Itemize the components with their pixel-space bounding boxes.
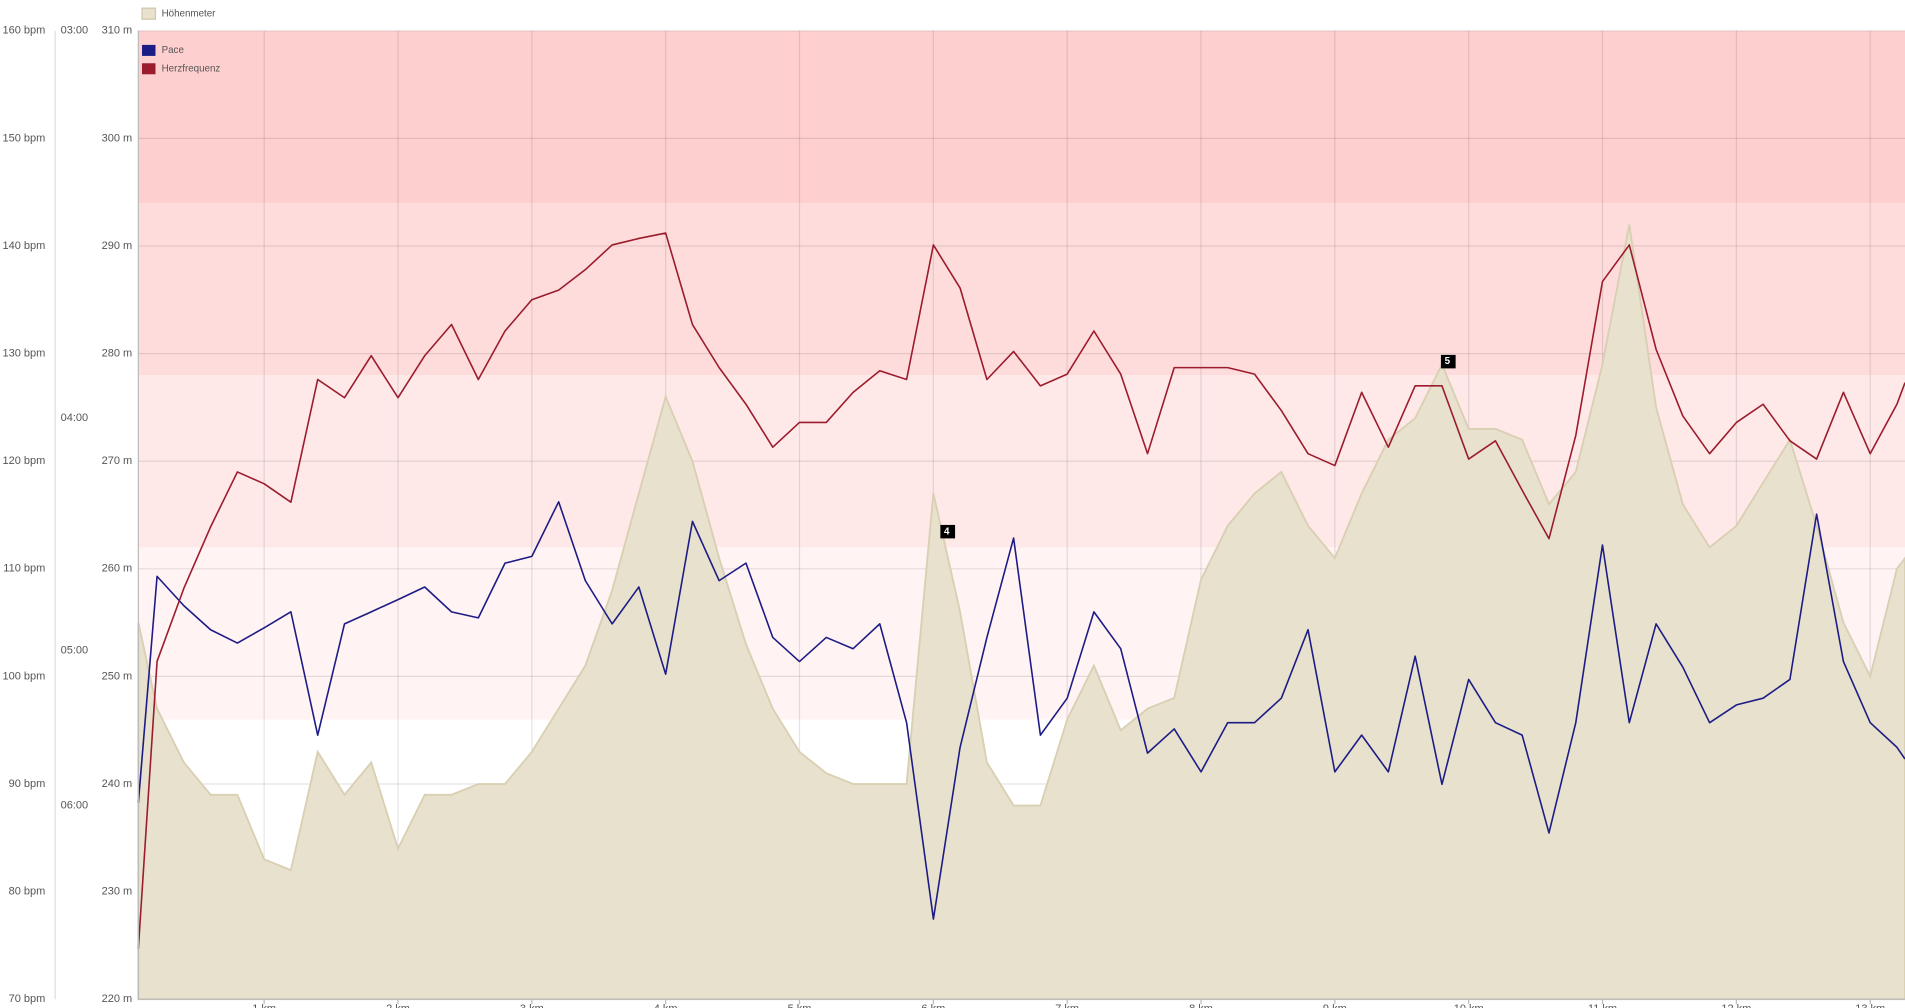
x-tick-label: 11 km [1588, 1003, 1617, 1008]
y3-tick-label: 220 m [102, 993, 133, 1005]
legend-swatch [142, 63, 156, 75]
lap-marker-label: 4 [944, 526, 950, 537]
x-tick-label: 1 km [252, 1003, 276, 1008]
x-tick-label: 7 km [1055, 1003, 1079, 1008]
x-tick-label: 8 km [1189, 1003, 1213, 1008]
legend-label: Höhenmeter [162, 8, 217, 19]
y-tick-label: 100 bpm [2, 670, 45, 682]
y-tick-label: 70 bpm [9, 993, 46, 1005]
lap-marker [940, 524, 956, 539]
y-tick-label: 150 bpm [2, 132, 45, 144]
y-tick-label: 80 bpm [9, 886, 46, 898]
x-tick-label: 13 km [1855, 1003, 1885, 1008]
y-tick-label: 110 bpm [3, 563, 45, 575]
pace-line [137, 501, 1905, 920]
legend-label: Pace [162, 45, 184, 56]
x-tick-label: 5 km [788, 1003, 812, 1008]
y2-tick-label: 04:00 [61, 412, 89, 424]
legend-swatch [141, 7, 157, 20]
x-tick-label: 4 km [654, 1003, 678, 1008]
y3-tick-label: 310 m [102, 25, 133, 37]
lap-marker [1440, 354, 1456, 369]
y3-tick-label: 280 m [102, 348, 133, 360]
y2-tick-label: 06:00 [61, 799, 89, 811]
x-tick-label: 6 km [921, 1003, 945, 1008]
y3-tick-label: 260 m [102, 563, 133, 575]
y3-tick-label: 230 m [102, 886, 133, 898]
x-tick-label: 3 km [520, 1003, 544, 1008]
y-tick-label: 90 bpm [9, 778, 46, 790]
heart-rate-zone [138, 30, 1905, 203]
y-tick-label: 130 bpm [2, 348, 45, 360]
y-tick-label: 140 bpm [2, 240, 45, 252]
y3-tick-label: 250 m [102, 670, 133, 682]
x-tick-label: 10 km [1454, 1003, 1484, 1008]
y2-tick-label: 05:00 [61, 645, 89, 657]
legend-swatch [142, 44, 156, 56]
x-tick-label: 9 km [1323, 1003, 1347, 1008]
y-tick-label: 160 bpm [2, 25, 45, 37]
y-tick-label: 120 bpm [2, 455, 45, 467]
y2-tick-label: 03:00 [61, 25, 89, 37]
y3-tick-label: 290 m [102, 240, 133, 252]
y3-tick-label: 270 m [102, 455, 133, 467]
x-tick-label: 2 km [386, 1003, 410, 1008]
heart-rate-line [137, 232, 1905, 949]
elevation-area [137, 224, 1905, 1001]
y3-tick-label: 240 m [102, 778, 133, 790]
legend-label: Herzfrequenz [162, 63, 221, 74]
x-tick-label: 12 km [1721, 1003, 1751, 1008]
lap-marker-label: 5 [1445, 356, 1451, 367]
y3-tick-label: 300 m [102, 132, 133, 144]
